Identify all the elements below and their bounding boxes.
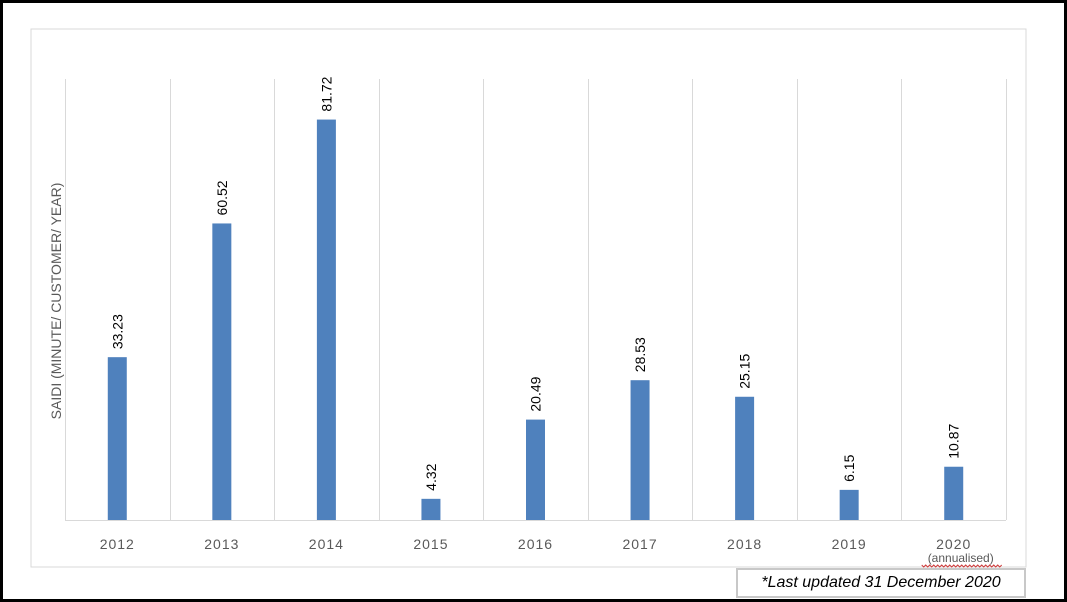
- bar-2018: [735, 396, 755, 520]
- data-label-2020: 10.87: [946, 423, 962, 458]
- data-label-2014: 81.72: [318, 76, 334, 111]
- bar-2017: [630, 380, 650, 520]
- last-updated-note: *Last updated 31 December 2020: [736, 568, 1026, 598]
- bar-chart: 33.23 60.52 81.72 4.32 20.49 28.53 25.15 6.15 10…: [30, 28, 1027, 568]
- data-labels: 33.23 60.52 81.72 4.32 20.49 28.53 25.15 6.15 10…: [109, 76, 961, 491]
- bar-2019: [839, 489, 859, 520]
- bar-2016: [526, 419, 545, 520]
- data-label-2017: 28.53: [632, 337, 648, 372]
- gridlines: [65, 79, 1007, 521]
- x-tick-label-2015: 2015: [413, 536, 448, 552]
- x-tick-label-2020: 2020: [936, 536, 971, 552]
- data-label-2016: 20.49: [528, 376, 544, 411]
- y-axis-label: SAIDI (MINUTE/ CUSTOMER/ YEAR): [48, 183, 64, 420]
- bar-2013: [212, 223, 232, 520]
- x-tick-label-2012: 2012: [100, 536, 135, 552]
- x-tick-label-2017: 2017: [622, 536, 657, 552]
- bar-2015: [421, 498, 441, 520]
- data-label-2012: 33.23: [109, 314, 125, 349]
- x-tick-label-2019: 2019: [832, 536, 867, 552]
- x-tick-label-2016: 2016: [518, 536, 553, 552]
- x-tick-sublabel: (annualised): [928, 551, 994, 565]
- bar-2014: [316, 119, 336, 521]
- bar-2012: [107, 357, 127, 520]
- x-tick-label-2013: 2013: [204, 536, 239, 552]
- x-tick-label-2014: 2014: [309, 536, 344, 552]
- bar-2020: [944, 466, 964, 520]
- spellcheck-underline: [921, 564, 1003, 568]
- data-label-2013: 60.52: [214, 180, 230, 215]
- data-label-2019: 6.15: [841, 454, 857, 481]
- bars: [107, 119, 964, 521]
- x-tick-label-2018: 2018: [727, 536, 762, 552]
- last-updated-text: *Last updated 31 December 2020: [761, 574, 1001, 591]
- data-label-2018: 25.15: [737, 354, 753, 389]
- x-axis-ticks: 2012 2013 2014 2015 2016 2017 2018 2019 2020(ann…: [100, 536, 1003, 568]
- data-label-2015: 4.32: [423, 463, 439, 490]
